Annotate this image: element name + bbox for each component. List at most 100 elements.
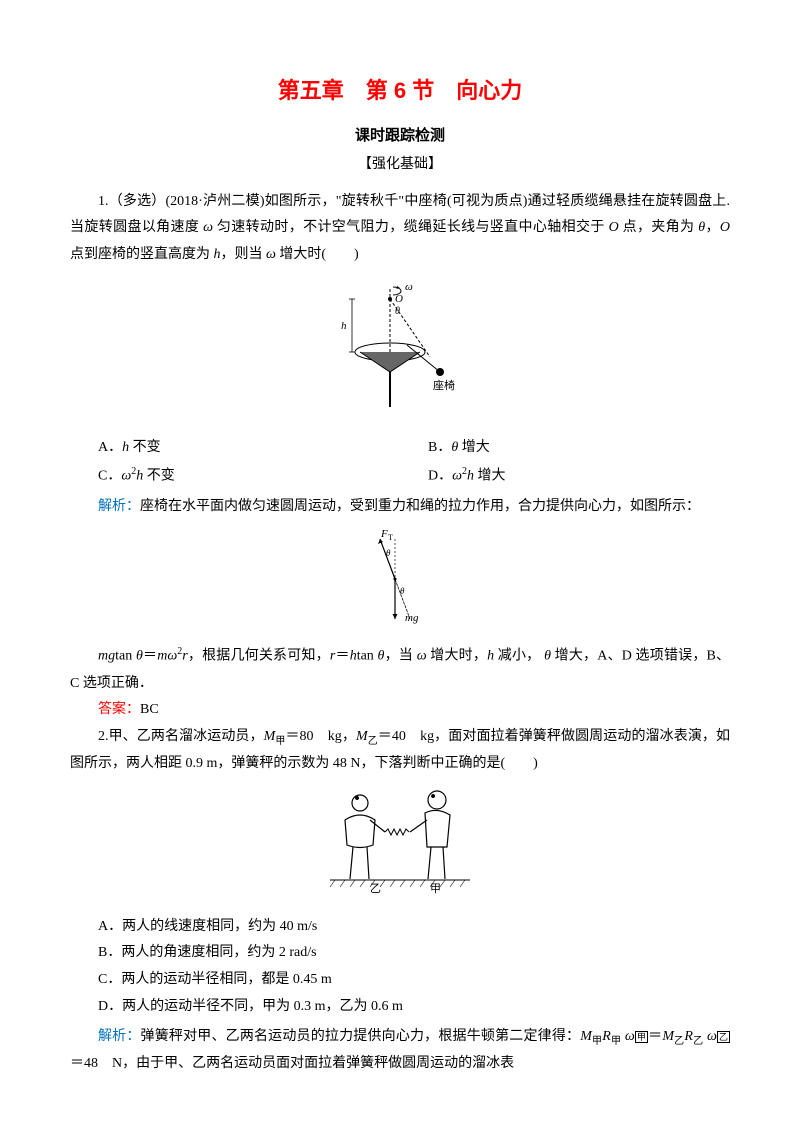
force-theta1: θ [386,548,391,558]
optD-pre: D． [428,469,452,484]
q1-optB: B．θ 增大 [400,435,730,462]
f-p10: ＝ [335,649,349,664]
f-p1: mg [98,649,115,664]
section-header: 【强化基础】 [70,152,730,179]
q2a-v3: M [662,1029,674,1044]
q2a-om2: ω [707,1029,717,1044]
f-p8: ，根据几何关系可知， [188,649,330,664]
q2-t1: 2.甲、乙两名溜冰运动员， [98,729,264,744]
q1-options: A．h 不变 B．θ 增大 C．ω2h 不变 D．ω2h 增大 [70,435,730,490]
q1-stem: 1.（多选）(2018·泸州二模)如图所示，"旋转秋千"中座椅(可视为质点)通过… [70,189,730,269]
f-p16: 增大时， [427,649,487,664]
tracking-subtitle: 课时跟踪检测 [70,122,730,151]
q2-analysis-label: 解析： [98,1029,141,1044]
optC-var: ω [121,469,131,484]
q2a-t2: ＝ [648,1029,662,1044]
f-p4: ＝ [143,649,157,664]
q1-answer: 答案：BC [70,697,730,724]
q1-text7: 增大时( ) [276,247,359,262]
q1-figure: ω O θ h 座椅 [70,277,730,428]
q2a-sq1: 甲 [635,1031,648,1043]
optD-var2: h [467,469,474,484]
q2-sub2: 乙 [368,736,378,747]
q2a-s1: 甲 [592,1036,602,1047]
q2a-t3: ＝48 N，由于甲、乙两名运动员面对面拉着弹簧秤做圆周运动的溜冰表 [70,1056,514,1071]
q1-text5: 点到座椅的竖直高度为 [70,247,214,262]
fig-omega: ω [405,281,413,293]
q1-formula: mgtan θ＝mω2r，根据几何关系可知，r＝htan θ，当 ω 增大时，h… [70,642,730,697]
f-p18: 减小， [494,649,544,664]
q1-omega: ω [203,220,213,235]
optB-pre: B． [428,440,451,455]
f-p15: ω [417,649,427,664]
answer-text: BC [140,702,159,717]
q2a-v2: R [602,1029,611,1044]
q2-analysis: 解析：弹簧秤对甲、乙两名运动员的拉力提供向心力，根据牛顿第二定律得：M甲R甲 ω… [70,1024,730,1077]
q2a-s3: 乙 [674,1036,684,1047]
chapter-title: 第五章 第 6 节 向心力 [70,70,730,112]
q1-optD: D．ω2h 增大 [400,462,730,490]
q2a-v1: M [580,1029,592,1044]
optC-pre: C． [98,469,121,484]
q2-optC: C．两人的运动半径相同，都是 0.45 m [70,967,730,994]
force-Ft-sub: T [388,533,393,542]
q1-text4: ， [705,220,720,235]
q2-options: A．两人的线速度相同，约为 40 m/s B．两人的角速度相同，约为 2 rad… [70,914,730,1020]
force-mg: mg [405,612,419,624]
q2a-om1: ω [625,1029,635,1044]
q2-stem: 2.甲、乙两名溜冰运动员，M甲＝80 kg，M乙＝40 kg，面对面拉着弹簧秤做… [70,724,730,777]
f-p5: mω [157,649,177,664]
f-p11: h [350,649,357,664]
q2a-s2: 甲 [611,1036,621,1047]
q1-text2: 匀速转动时，不计空气阻力，缆绳延长线与竖直中心轴相交于 [213,220,609,235]
f-p3: θ [136,649,143,664]
f-p14: ，当 [384,649,416,664]
swing-diagram: ω O θ h 座椅 [335,277,465,417]
q1-optC: C．ω2h 不变 [70,462,400,490]
skater-yi: 乙 [370,882,381,895]
q2a-t1: 弹簧秤对甲、乙两名运动员的拉力提供向心力，根据牛顿第二定律得： [141,1029,581,1044]
f-p19: θ [544,649,551,664]
force-theta2: θ [400,586,405,596]
q2-optA: A．两人的线速度相同，约为 40 m/s [70,914,730,941]
q1-text3: 点，夹角为 [619,220,699,235]
optD-var: ω [452,469,462,484]
fig-h: h [341,320,347,332]
ground-hatch [330,880,465,887]
q1-O2: O [720,220,730,235]
fig-theta: θ [395,306,400,317]
q2a-sq2: 乙 [717,1031,730,1043]
force-diagram: F T θ θ mg [355,529,445,624]
q1-text6: ，则当 [221,247,267,262]
q2-figure: 乙 甲 [70,785,730,906]
q2a-v4: R [684,1029,693,1044]
q1-optA: A．h 不变 [70,435,400,462]
q2-optD: D．两人的运动半径不同，甲为 0.3 m，乙为 0.6 m [70,994,730,1021]
f-p2: tan [115,649,136,664]
optB-post: 增大 [458,440,490,455]
optA-post: 不变 [129,440,161,455]
q1-h: h [214,247,221,262]
optD-post: 增大 [474,469,506,484]
skater-jia: 甲 [430,883,441,895]
q2-M1: M [264,729,276,744]
q2a-s4: 乙 [693,1036,703,1047]
q2-sub1: 甲 [275,736,285,747]
q2-eq1: ＝80 kg， [285,729,355,744]
optA-pre: A． [98,440,122,455]
fig-O: O [395,293,403,305]
q1-analysis: 解析：座椅在水平面内做匀速圆周运动，受到重力和绳的拉力作用，合力提供向心力，如图… [70,494,730,521]
f-p12: tan [357,649,378,664]
force-Ft: F [380,529,388,540]
q1-force-figure: F T θ θ mg [70,529,730,635]
analysis-label: 解析： [98,499,140,514]
fig-seat: 座椅 [433,378,455,392]
q2-M2: M [356,729,368,744]
skaters-diagram: 乙 甲 [325,785,475,895]
analysis-text: 座椅在水平面内做匀速圆周运动，受到重力和绳的拉力作用，合力提供向心力，如图所示： [140,499,700,514]
answer-label: 答案： [98,702,140,717]
q1-O: O [609,220,619,235]
optC-post: 不变 [143,469,175,484]
q2-optB: B．两人的角速度相同，约为 2 rad/s [70,940,730,967]
q1-omega2: ω [266,247,276,262]
